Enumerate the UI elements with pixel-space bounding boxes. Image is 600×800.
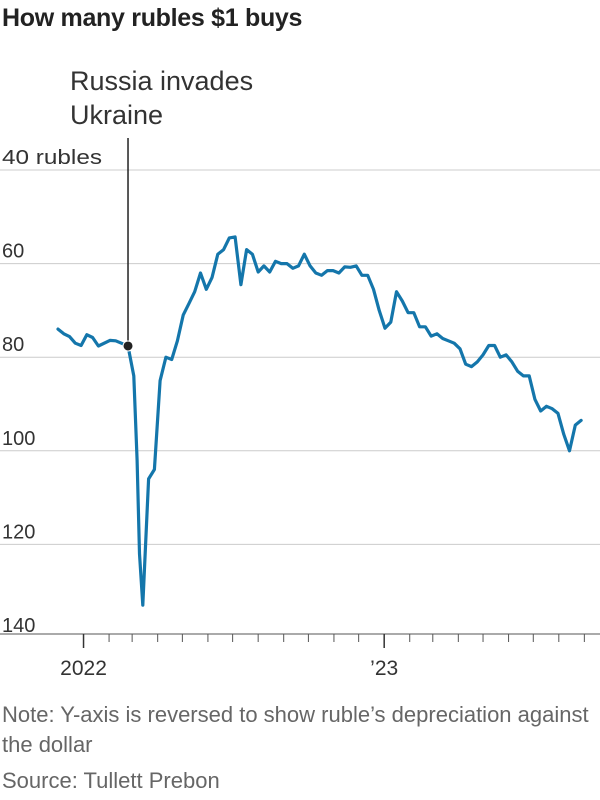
series-line <box>56 235 583 607</box>
chart-title: How many rubles $1 buys <box>2 4 303 32</box>
y-tick-label: 40 rubles <box>2 147 102 169</box>
y-tick-label: 60 <box>2 241 24 263</box>
line-chart: 40 rubles 60 80 100 120 140 2022 ’23 <box>0 138 600 680</box>
y-tick-label: 140 <box>2 615 35 637</box>
event-annotation-line1: Russia invades <box>70 66 254 96</box>
y-tick-label: 120 <box>2 521 35 543</box>
event-annotation-line2: Ukraine <box>70 100 164 130</box>
y-tick-label: 100 <box>2 428 35 450</box>
x-tick-label: ’23 <box>370 657 398 680</box>
chart-source: Source: Tullett Prebon <box>2 768 220 793</box>
y-tick-label: 80 <box>2 334 24 356</box>
event-annotation: Russia invades Ukraine <box>70 64 253 132</box>
event-marker <box>122 340 134 352</box>
chart-note: Note: Y-axis is reversed to show ruble’s… <box>2 702 589 757</box>
x-tick-label: 2022 <box>60 657 107 680</box>
